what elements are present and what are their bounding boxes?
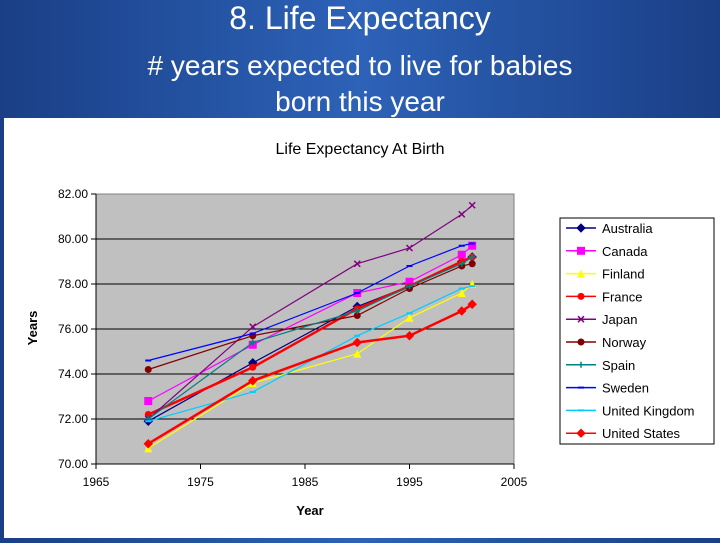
x-axis-label: Year (296, 503, 323, 518)
data-point-united-states (143, 439, 153, 449)
data-point-japan (468, 201, 476, 209)
series-norway (144, 260, 476, 373)
legend-item-spain: Spain (566, 358, 635, 373)
series-spain (145, 254, 476, 422)
data-point-japan (353, 260, 361, 268)
data-point-spain (406, 283, 413, 290)
legend-marker-australia (576, 223, 586, 233)
data-point-spain (469, 254, 476, 260)
legend-marker-norway (577, 338, 585, 346)
y-tick-label: 76.00 (58, 322, 88, 336)
y-tick-label: 82.00 (58, 187, 88, 201)
legend-marker-japan (577, 315, 585, 323)
data-point-finland (353, 349, 362, 358)
data-point-finland (405, 313, 414, 322)
legend-label-united-states: United States (602, 426, 681, 441)
legend-label-norway: Norway (602, 335, 647, 350)
legend-item-norway: Norway (566, 335, 647, 350)
legend-marker-spain (578, 361, 584, 368)
series-sweden (145, 242, 476, 362)
data-point-spain (249, 339, 256, 346)
data-point-canada (457, 250, 466, 259)
legend-box (559, 217, 715, 445)
legend-item-japan: Japan (566, 312, 637, 327)
legend-item-australia: Australia (566, 221, 653, 236)
x-tick-label: 2005 (501, 475, 528, 489)
series-line-finland (147, 283, 473, 449)
x-tick-label: 1985 (292, 475, 319, 489)
legend-item-united-states: United States (566, 426, 681, 441)
legend-label-canada: Canada (602, 244, 648, 259)
legend-item-united-kingdom: United Kingdom (566, 403, 695, 418)
legend-label-spain: Spain (602, 358, 635, 373)
chart-title: Life Expectancy At Birth (276, 141, 445, 158)
y-tick-label: 78.00 (58, 277, 88, 291)
data-point-norway (468, 260, 476, 268)
series-united-kingdom (145, 285, 476, 423)
y-tick-label: 80.00 (58, 232, 88, 246)
data-point-canada (468, 241, 477, 250)
data-point-france (249, 363, 257, 371)
y-tick-label: 74.00 (58, 367, 88, 381)
legend-label-united-kingdom: United Kingdom (602, 403, 695, 418)
data-point-canada (405, 277, 414, 286)
legend-label-sweden: Sweden (602, 381, 649, 396)
data-point-norway (144, 366, 152, 373)
legend-item-finland: Finland (566, 267, 645, 282)
data-point-japan (249, 323, 257, 331)
y-tick-label: 70.00 (58, 457, 88, 471)
subtitle-line-2: born this year (275, 86, 445, 117)
chart-frame: Life Expectancy At Birth Years Year 70.0… (4, 118, 720, 538)
x-tick-label: 1965 (83, 475, 110, 489)
x-tick-label: 1995 (396, 475, 423, 489)
legend-label-japan: Japan (602, 312, 637, 327)
legend-item-sweden: Sweden (566, 381, 649, 396)
slide-title: 8. Life Expectancy (229, 0, 491, 36)
data-point-united-states (352, 337, 362, 348)
legend-marker-united-states (576, 428, 586, 438)
data-point-canada (144, 397, 153, 405)
legend-label-france: France (602, 289, 642, 304)
data-point-japan (458, 210, 466, 218)
legend-item-canada: Canada (566, 244, 648, 259)
data-point-united-states (248, 376, 258, 386)
data-point-japan (405, 244, 414, 252)
y-tick-label: 72.00 (58, 412, 88, 426)
y-axis-label: Years (25, 311, 40, 346)
data-point-spain (458, 260, 465, 267)
data-point-finland (457, 289, 466, 297)
legend-item-france: France (566, 289, 642, 304)
data-point-united-states (457, 306, 467, 316)
data-point-spain (354, 308, 361, 314)
data-point-norway (353, 312, 361, 319)
x-tick-label: 1975 (187, 475, 214, 489)
legend-label-finland: Finland (602, 267, 645, 282)
series-finland (144, 280, 477, 453)
legend-marker-france (577, 292, 585, 300)
data-point-united-states (404, 331, 415, 341)
legend-marker-finland (577, 269, 585, 278)
slide-subtitle: # years expected to live for babies born… (0, 48, 720, 120)
life-expectancy-chart: Life Expectancy At Birth Years Year 70.0… (25, 141, 715, 518)
legend-marker-canada (577, 246, 585, 255)
series-line-spain (147, 256, 473, 420)
subtitle-line-1: # years expected to live for babies (147, 50, 573, 81)
legend-label-australia: Australia (602, 221, 653, 236)
series-united-states (143, 299, 477, 449)
data-point-united-states (467, 299, 477, 309)
